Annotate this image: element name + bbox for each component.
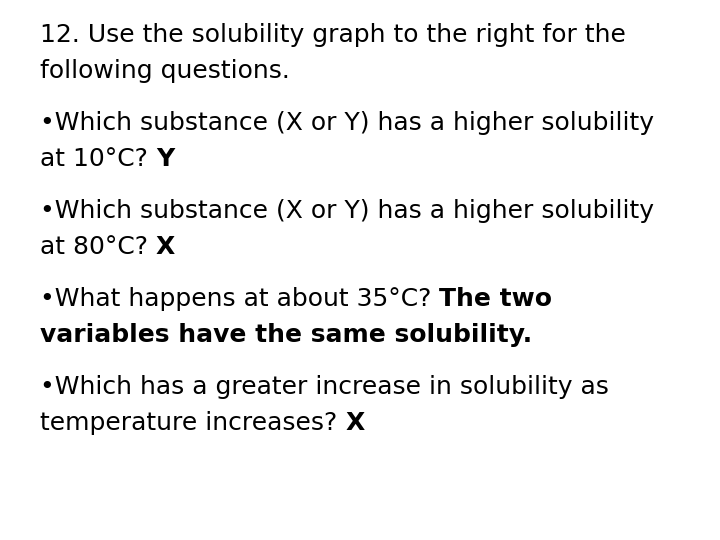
Text: at 80°C?: at 80°C? (40, 235, 156, 259)
Text: variables have the same solubility.: variables have the same solubility. (40, 323, 532, 347)
Text: X: X (346, 411, 364, 435)
Text: X: X (156, 235, 175, 259)
Text: at 10°C?: at 10°C? (40, 147, 156, 171)
Text: •What happens at about 35°C?: •What happens at about 35°C? (40, 287, 439, 311)
Text: •Which substance (X or Y) has a higher solubility: •Which substance (X or Y) has a higher s… (40, 199, 654, 223)
Text: •Which substance (X or Y) has a higher solubility: •Which substance (X or Y) has a higher s… (40, 111, 654, 135)
Text: following questions.: following questions. (40, 59, 290, 83)
Text: •Which has a greater increase in solubility as: •Which has a greater increase in solubil… (40, 375, 609, 399)
Text: Y: Y (156, 147, 174, 171)
Text: temperature increases?: temperature increases? (40, 411, 346, 435)
Text: 12. Use the solubility graph to the right for the: 12. Use the solubility graph to the righ… (40, 23, 626, 47)
Text: The two: The two (439, 287, 552, 311)
